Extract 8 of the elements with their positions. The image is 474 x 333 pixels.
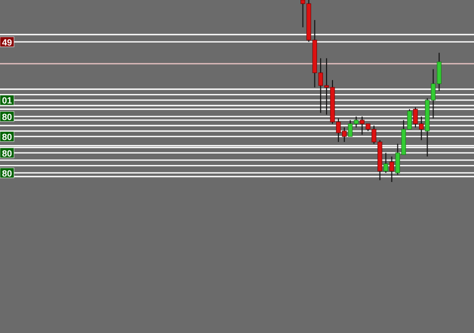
annotation: 80 — [2, 148, 12, 158]
candlestick — [383, 152, 388, 174]
candlestick — [389, 156, 394, 182]
annotation: 80 — [2, 112, 12, 122]
annotation: 80 — [2, 132, 12, 142]
annotation: 80 — [2, 168, 12, 178]
annotation: 49 — [2, 37, 12, 48]
annotation: 01 — [2, 96, 12, 106]
